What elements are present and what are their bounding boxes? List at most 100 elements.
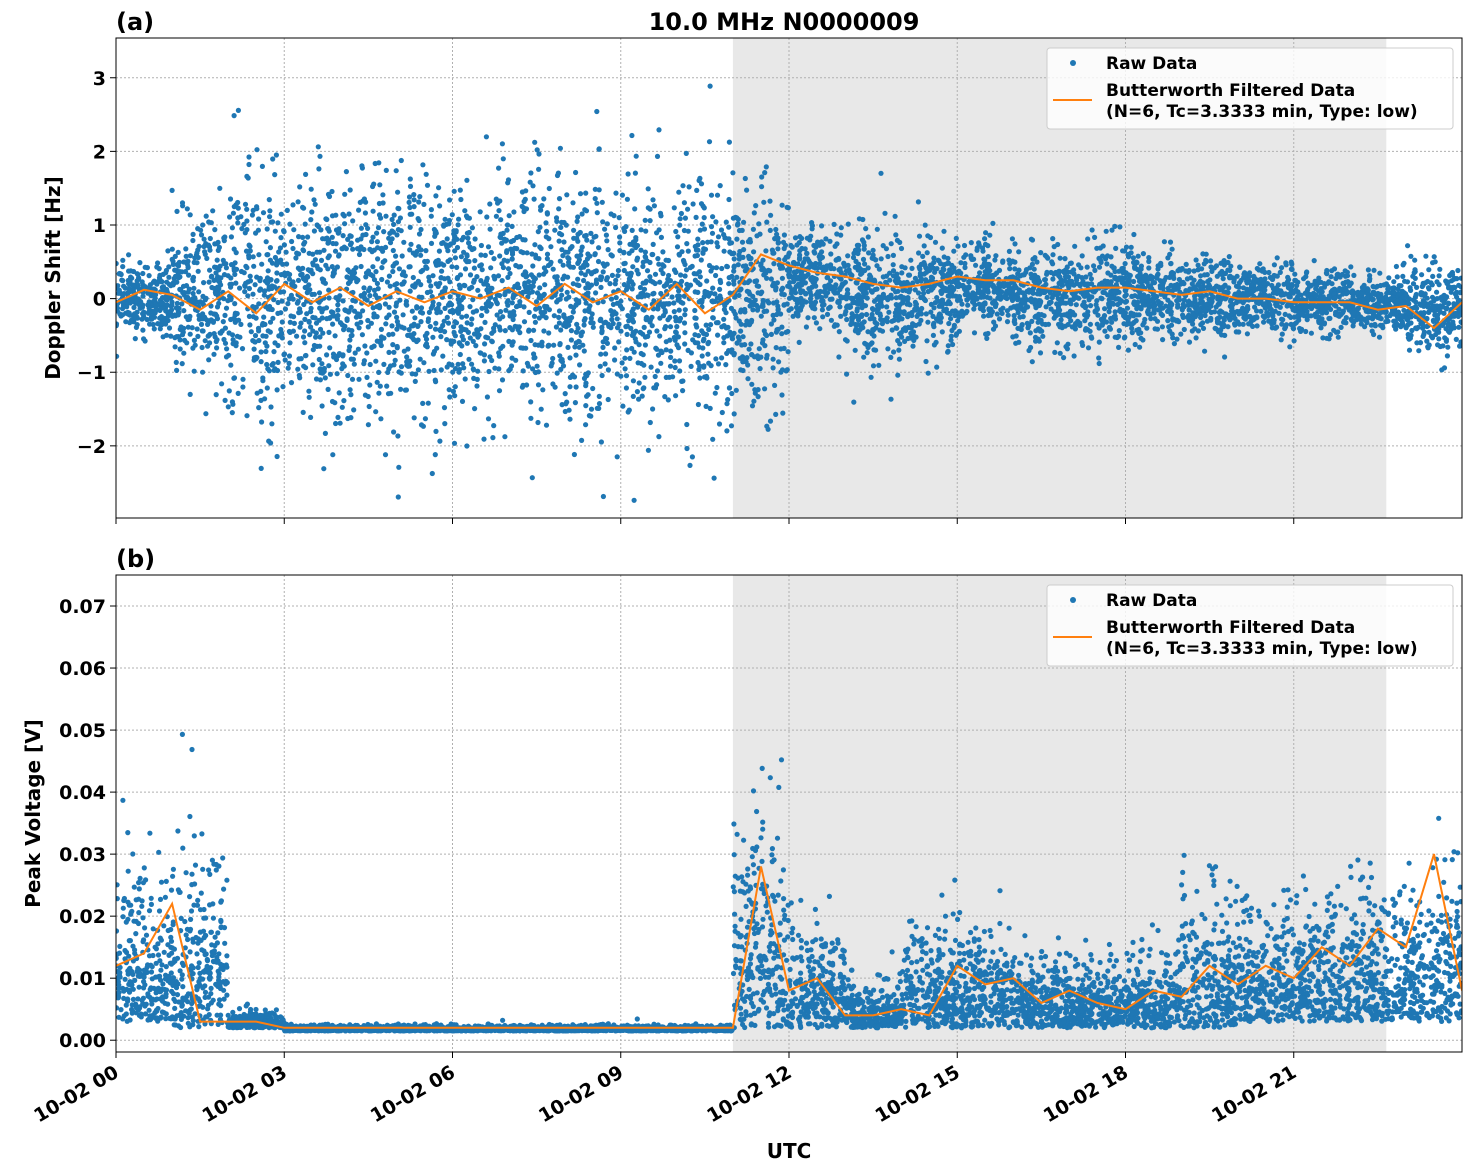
raw-data-point (583, 403, 589, 409)
raw-data-point (685, 206, 691, 212)
raw-data-point (437, 280, 443, 286)
raw-data-point (507, 366, 513, 372)
raw-data-point (364, 297, 370, 303)
raw-data-point (726, 139, 733, 145)
raw-data-point (958, 260, 964, 266)
raw-data-point (1025, 323, 1032, 329)
raw-data-point (314, 222, 320, 228)
raw-data-point (695, 247, 701, 253)
raw-data-point (788, 290, 795, 296)
raw-data-point (759, 289, 765, 295)
raw-data-point (809, 220, 815, 226)
raw-data-point (264, 385, 270, 391)
raw-data-point (871, 333, 877, 339)
raw-data-point (528, 272, 535, 278)
raw-data-point (426, 274, 432, 280)
raw-data-point (661, 283, 667, 289)
raw-data-point (227, 214, 233, 220)
raw-data-point (709, 230, 716, 236)
raw-data-point (139, 279, 145, 285)
raw-data-point (1026, 347, 1032, 354)
raw-data-point (673, 269, 679, 275)
raw-data-point (291, 320, 297, 326)
raw-data-point (585, 268, 591, 274)
raw-data-point (294, 250, 300, 256)
raw-data-point (466, 356, 472, 362)
raw-data-point (735, 216, 741, 222)
raw-data-point (842, 279, 849, 285)
raw-data-point (570, 281, 576, 287)
raw-data-point (1120, 310, 1126, 316)
raw-data-point (1067, 313, 1073, 319)
raw-data-point (1000, 258, 1006, 264)
raw-data-point (219, 381, 225, 387)
raw-data-point (1103, 228, 1109, 234)
raw-data-point (1131, 319, 1137, 325)
raw-data-point (785, 349, 791, 355)
raw-data-point (298, 320, 304, 326)
raw-data-point (259, 261, 265, 267)
raw-data-point (1113, 245, 1119, 251)
raw-data-point (218, 275, 224, 281)
raw-data-point (213, 392, 219, 398)
raw-data-point (505, 302, 511, 308)
raw-data-point (593, 290, 599, 296)
raw-data-point (254, 206, 260, 212)
raw-data-point (176, 259, 182, 265)
raw-data-point (751, 249, 757, 255)
raw-data-point (1037, 326, 1043, 333)
raw-data-point (149, 316, 155, 322)
raw-data-point (306, 319, 312, 325)
raw-data-point (611, 309, 617, 315)
raw-data-point (528, 170, 534, 176)
raw-data-point (590, 324, 596, 330)
raw-data-point (355, 346, 361, 352)
raw-data-point (716, 421, 723, 427)
raw-data-point (739, 239, 746, 245)
raw-data-point (140, 270, 146, 277)
raw-data-point (378, 326, 384, 332)
raw-data-point (190, 296, 196, 302)
raw-data-point (263, 239, 269, 245)
raw-data-point (527, 179, 533, 185)
raw-data-point (626, 318, 632, 324)
raw-data-point (469, 316, 475, 322)
raw-data-point (496, 353, 502, 359)
raw-data-point (1134, 312, 1140, 318)
raw-data-point (509, 300, 515, 306)
raw-data-point (531, 313, 538, 319)
raw-data-point (523, 286, 529, 292)
raw-data-point (575, 214, 581, 220)
raw-data-point (166, 264, 172, 270)
raw-data-point (629, 286, 635, 292)
raw-data-point (145, 302, 151, 308)
raw-data-point (938, 290, 945, 296)
raw-data-point (399, 253, 405, 259)
raw-data-point (828, 265, 834, 272)
raw-data-point (1057, 300, 1063, 306)
raw-data-point (337, 420, 343, 426)
raw-data-point (1055, 308, 1061, 314)
raw-data-point (386, 312, 392, 318)
raw-data-point (836, 354, 842, 360)
raw-data-point (248, 329, 254, 335)
raw-data-point (116, 283, 121, 289)
raw-data-point (775, 246, 781, 252)
raw-data-point (564, 192, 570, 198)
raw-data-point (437, 203, 443, 209)
raw-data-point (1096, 264, 1103, 270)
raw-data-point (498, 217, 504, 223)
raw-data-point (393, 168, 399, 174)
raw-data-point (770, 365, 776, 371)
raw-data-point (556, 238, 562, 244)
raw-data-point (222, 340, 229, 346)
raw-data-point (731, 256, 737, 262)
raw-data-point (585, 370, 591, 376)
raw-data-point (342, 191, 348, 197)
raw-data-point (211, 351, 217, 357)
raw-data-point (296, 310, 302, 316)
raw-data-point (949, 284, 956, 291)
raw-data-point (277, 245, 283, 251)
raw-data-point (478, 350, 484, 356)
raw-data-point (206, 357, 212, 363)
